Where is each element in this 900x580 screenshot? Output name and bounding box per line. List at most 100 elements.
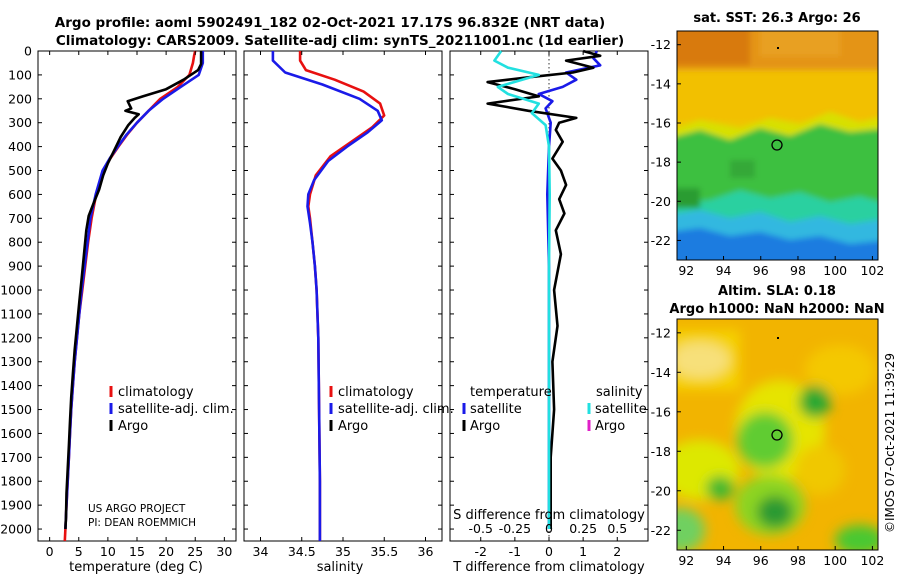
- legend-label-t-satellite: satellite: [470, 402, 522, 417]
- x-tick-label: 36: [418, 544, 434, 559]
- depth-tick-label: 1600: [0, 426, 32, 441]
- depth-tick-label: 600: [8, 187, 32, 202]
- depth-tick-label: 1800: [0, 474, 32, 489]
- figure-title-line1: Argo profile: aoml 5902491_182 02-Oct-20…: [55, 15, 605, 31]
- series-line-satellite-adj-clim-: [271, 51, 384, 541]
- series-line-t-argo: [486, 49, 602, 529]
- map-x-tick-label: 92: [678, 263, 694, 278]
- s-difference-label: S difference from climatology: [453, 508, 645, 523]
- depth-tick-label: 2000: [0, 522, 32, 537]
- x-tick-label: -2: [474, 544, 486, 559]
- map-x-tick-label: 94: [716, 553, 732, 568]
- legend-title-salinity: salinity: [596, 385, 643, 400]
- map-x-tick-label: 96: [753, 263, 769, 278]
- salinity-panel: 34 34.5 35 35.5 36 salinity: [243, 50, 443, 575]
- map-y-tick-label: -14: [651, 365, 671, 380]
- sla-map: Altim. SLA: 0.18 Argo h1000: NaN h2000: …: [651, 284, 885, 568]
- s-tick-label: 0.5: [607, 521, 627, 536]
- t-difference-label: T difference from climatology: [452, 560, 645, 575]
- series-line-climatology: [298, 51, 386, 541]
- map-x-tick-label: 98: [790, 263, 806, 278]
- x-tick-label: 2: [613, 544, 621, 559]
- depth-tick-label: 1400: [0, 378, 32, 393]
- map-x-tick-label: 102: [860, 263, 884, 278]
- sst-map-title: sat. SST: 26.3 Argo: 26: [693, 11, 860, 26]
- legend-title-temperature: temperature: [470, 385, 552, 400]
- depth-tick-label: 200: [8, 91, 32, 106]
- map-y-tick-label: -16: [651, 115, 671, 130]
- depth-tick-label: 1700: [0, 450, 32, 465]
- x-tick-label: 15: [129, 544, 145, 559]
- legend-label-satellite: satellite-adj. clim.: [338, 402, 454, 417]
- map-y-tick-label: -18: [651, 444, 671, 459]
- x-tick-label: 25: [187, 544, 203, 559]
- map-y-tick-label: -22: [651, 523, 671, 538]
- sla-map-subtitle: Argo h1000: NaN h2000: NaN: [669, 302, 884, 317]
- map-x-tick-label: 94: [716, 263, 732, 278]
- x-tick-label: 0: [46, 544, 54, 559]
- series-line-argo: [64, 51, 203, 530]
- depth-tick-label: 900: [8, 259, 32, 274]
- salinity-axis-label: salinity: [317, 560, 364, 575]
- map-y-tick-label: -12: [651, 37, 671, 52]
- map-x-tick-label: 98: [790, 553, 806, 568]
- x-tick-label: 35: [335, 544, 351, 559]
- x-tick-label: 34.5: [288, 544, 316, 559]
- depth-tick-label: 400: [8, 139, 32, 154]
- project-credit-line1: US ARGO PROJECT: [88, 503, 186, 515]
- map-x-tick-label: 100: [823, 263, 847, 278]
- s-tick-label: 0.25: [569, 521, 597, 536]
- track-marker: [777, 337, 779, 339]
- map-y-tick-label: -16: [651, 404, 671, 419]
- sla-map-title: Altim. SLA: 0.18: [718, 284, 836, 299]
- sst-map: sat. SST: 26.3 Argo: 26 -12 -14 -16 -18 -20 -…: [651, 11, 885, 278]
- track-marker: [777, 47, 779, 49]
- depth-tick-label: 1500: [0, 402, 32, 417]
- depth-tick-label: 300: [8, 115, 32, 130]
- figure-title-line2: Climatology: CARS2009. Satellite-adj cli…: [56, 33, 624, 49]
- salinity-legend: climatology satellite-adj. clim. Argo: [329, 385, 454, 434]
- map-y-tick-label: -18: [651, 155, 671, 170]
- depth-tick-label: 100: [8, 67, 32, 82]
- legend-label-argo: Argo: [118, 419, 148, 434]
- series-line-s-satellite: [493, 50, 552, 529]
- map-x-tick-label: 96: [753, 553, 769, 568]
- x-tick-label: 35.5: [370, 544, 398, 559]
- s-tick-label: 0: [545, 521, 553, 536]
- legend-label-satellite: satellite-adj. clim.: [118, 402, 234, 417]
- depth-tick-label: 1100: [0, 306, 32, 321]
- map-y-tick-label: -20: [651, 483, 671, 498]
- map-y-tick-label: -14: [651, 76, 671, 91]
- depth-tick-label: 800: [8, 235, 32, 250]
- float-position-marker: [771, 429, 783, 441]
- map-x-tick-label: 92: [678, 553, 694, 568]
- temperature-legend: climatology satellite-adj. clim. Argo: [109, 385, 234, 434]
- difference-panel: -2 -1 0 1 2 -0.5 -0.25 0 0.25 0.5 S difference f…: [449, 49, 649, 575]
- x-tick-label: 1: [579, 544, 587, 559]
- depth-tick-label: 1900: [0, 498, 32, 513]
- difference-legend: temperature satellite Argo salinity sate…: [462, 385, 647, 434]
- x-tick-label: 34: [253, 544, 269, 559]
- x-tick-label: 30: [216, 544, 232, 559]
- temperature-axis-label: temperature (deg C): [69, 560, 203, 575]
- legend-label-t-argo: Argo: [470, 419, 500, 434]
- depth-tick-label: 700: [8, 211, 32, 226]
- legend-label-s-satellite: satellite: [595, 402, 647, 417]
- temperature-panel: 0 5 10 15 20 25 30 temperature (deg C): [37, 50, 237, 575]
- s-tick-label: -0.25: [499, 521, 531, 536]
- legend-label-s-argo: Argo: [595, 419, 625, 434]
- map-x-tick-label: 102: [860, 553, 884, 568]
- project-credit-line2: PI: DEAN ROEMMICH: [88, 517, 196, 529]
- s-tick-label: -0.5: [469, 521, 493, 536]
- legend-label-climatology: climatology: [118, 385, 194, 400]
- x-tick-label: 5: [75, 544, 83, 559]
- x-tick-label: 10: [100, 544, 116, 559]
- depth-tick-label: 0: [24, 44, 32, 59]
- map-y-tick-label: -12: [651, 325, 671, 340]
- x-tick-label: 20: [158, 544, 174, 559]
- depth-tick-label: 500: [8, 163, 32, 178]
- map-y-tick-label: -22: [651, 233, 671, 248]
- float-position-marker: [771, 139, 783, 151]
- depth-tick-label: 1300: [0, 354, 32, 369]
